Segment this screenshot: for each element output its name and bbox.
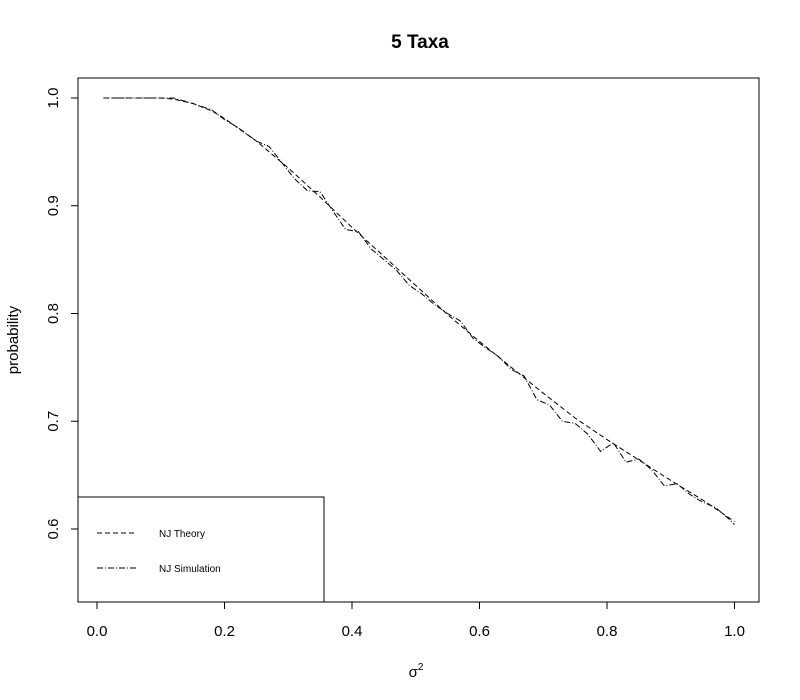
- y-tick-label: 0.8: [45, 303, 62, 324]
- x-tick-label: 0.2: [214, 623, 235, 640]
- legend-box: [77, 496, 325, 603]
- y-tick-label: 0.6: [45, 519, 62, 540]
- series-line-nj-theory: [103, 97, 735, 522]
- series-layer: [103, 97, 735, 526]
- x-tick-label: 1.0: [724, 623, 745, 640]
- chart-title: 5 Taxa: [391, 32, 449, 53]
- y-tick-label: 0.7: [45, 411, 62, 432]
- legend-simulation-label: NJ Simulation: [159, 564, 221, 575]
- legend: NJ Theory NJ Simulation: [77, 496, 325, 603]
- series-line-nj-simulation: [103, 97, 735, 526]
- y-tick-label: 0.9: [45, 195, 62, 216]
- y-tick-label: 1.0: [45, 88, 62, 109]
- legend-theory-label: NJ Theory: [159, 529, 205, 540]
- x-tick-label: 0.8: [597, 623, 618, 640]
- x-tick-label: 0.4: [342, 623, 363, 640]
- y-axis: 0.6 0.7 0.8 0.9 1.0: [45, 88, 79, 540]
- x-axis-label: σ2: [409, 662, 424, 681]
- y-axis-label: probability: [5, 305, 22, 374]
- x-axis: 0.0 0.2 0.4 0.6 0.8 1.0: [87, 601, 745, 640]
- x-tick-label: 0.0: [87, 623, 108, 640]
- x-tick-label: 0.6: [469, 623, 490, 640]
